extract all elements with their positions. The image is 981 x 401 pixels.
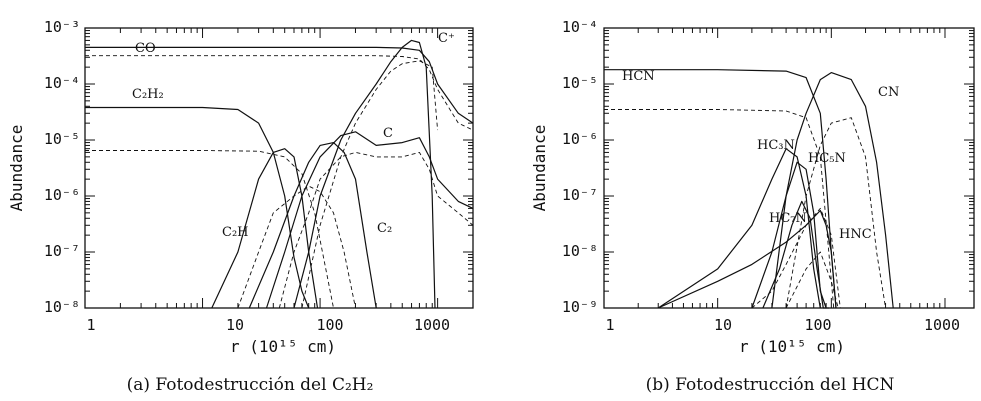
series-line-a-2-C₂H₂ [85,106,310,309]
y-tick-a-4: 10⁻⁵ [44,130,80,148]
label-c2: C₂ [377,221,392,236]
label-c: C [383,126,393,141]
series-line-b-3 [785,117,887,309]
series-line-a-0-CO [85,46,474,124]
x-tick-a-1: 1 [86,316,95,334]
series-line-b-0-HCN [604,69,837,309]
y-tick-a-5: 10⁻⁴ [44,74,80,92]
x-tick-a-2: 10 [226,316,244,334]
caption-b: (b) Fotodestrucción del HCN [646,375,895,395]
label-hnc: HNC [839,227,872,242]
series-line-a-4-C₂H [211,148,319,309]
label-hc5n: HC₅N [808,151,846,166]
series-line-a-5-C₂ [248,142,377,309]
series-line-b-1 [604,109,835,309]
label-hcn: HCN [622,69,655,84]
label-cplus: C⁺ [438,31,455,46]
curves-a [85,39,474,309]
x-tick-b-2: 10 [714,316,732,334]
series-line-a-1 [85,55,474,131]
label-cn: CN [878,85,899,100]
label-hc3n: HC₃N [757,138,795,153]
x-tick-a-3: 100 [316,316,343,334]
series-line-b-5-HC₅N [751,161,827,309]
y-tick-a-6: 10⁻³ [44,18,80,36]
series-line-a-7-C⁺ [293,39,436,309]
series-line-a-9 [278,151,474,309]
series-line-a-8 [237,185,356,309]
x-tick-b-1: 1 [605,316,614,334]
series-line-b-9 [785,251,839,309]
series-line-a-3 [85,150,334,309]
x-tick-b-3: 100 [804,316,831,334]
y-tick-b-1: 10⁻⁹ [562,298,598,316]
series-line-a-10 [301,60,439,309]
curves-b [604,69,894,309]
y-axis-title-a: Abundance [7,125,26,212]
x-axis-title-b: r (10¹⁵ cm) [739,337,845,356]
label-hc7n: HC₇N [769,211,807,226]
series-line-b-8 [751,207,841,309]
caption-a: (a) Fotodestrucción del C₂H₂ [127,375,374,395]
series-line-a-6-C [265,131,474,309]
y-tick-b-5: 10⁻⁵ [562,74,598,92]
x-tick-b-4: 1000 [924,316,960,334]
y-tick-a-2: 10⁻⁷ [44,242,80,260]
series-line-b-6-HC₇N [762,200,829,309]
plot-frame-a [84,27,474,309]
label-c2h2: C₂H₂ [132,87,164,102]
y-axis-title-b: Abundance [530,125,549,212]
plot-frame-b [603,27,975,309]
y-tick-a-3: 10⁻⁶ [44,186,80,204]
series-line-b-4-HC₃N [657,148,821,309]
y-tick-b-4: 10⁻⁶ [562,130,598,148]
panel-b: 10⁻⁹ 10⁻⁸ 10⁻⁷ 10⁻⁶ 10⁻⁵ 10⁻⁴ 1 10 100 1… [530,18,975,395]
panel-a: 10⁻⁸ 10⁻⁷ 10⁻⁶ 10⁻⁵ 10⁻⁴ 10⁻³ 1 10 100 1… [7,18,474,395]
x-tick-a-4: 1000 [414,316,450,334]
series-line-b-2-CN [771,71,894,309]
y-tick-a-1: 10⁻⁸ [44,298,80,316]
y-tick-b-3: 10⁻⁷ [562,186,598,204]
y-tick-b-6: 10⁻⁴ [562,18,598,36]
label-c2h: C₂H [222,225,249,240]
y-tick-b-2: 10⁻⁸ [562,242,598,260]
label-co: CO [135,41,156,56]
ticks-a [84,27,474,309]
x-axis-title-a: r (10¹⁵ cm) [230,337,336,356]
